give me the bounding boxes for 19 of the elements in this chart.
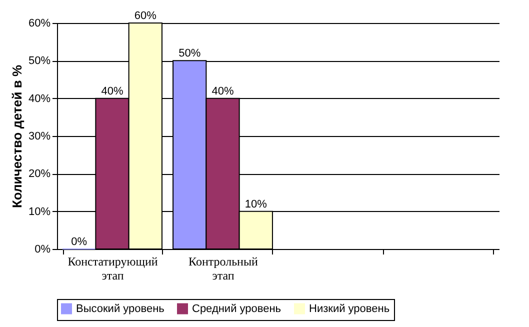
x-tick-label: Контрольный этап <box>188 254 259 282</box>
y-tick-label: 60% <box>28 18 51 30</box>
y-tick-label: 50% <box>28 55 51 68</box>
legend-label: Средний уровень <box>192 302 282 315</box>
y-tick-label: 0% <box>34 244 51 256</box>
data-label: 10% <box>244 198 268 210</box>
data-label: 40% <box>101 85 124 98</box>
data-label: 60% <box>134 10 157 22</box>
data-label: 50% <box>178 48 201 60</box>
y-tick-label: 20% <box>28 168 51 180</box>
y-tick-label: 40% <box>28 92 51 105</box>
y-tick-label: 10% <box>28 206 51 218</box>
x-tick-label: Констатирующий этап <box>68 254 158 282</box>
data-label: 0% <box>71 236 88 248</box>
legend-label: Низкий уровень <box>309 302 390 315</box>
legend-label: Высокий уровень <box>76 302 165 315</box>
y-axis-title: Количество детей в % <box>9 64 24 208</box>
y-tick-label: 30% <box>28 130 51 142</box>
data-label: 40% <box>212 85 234 98</box>
